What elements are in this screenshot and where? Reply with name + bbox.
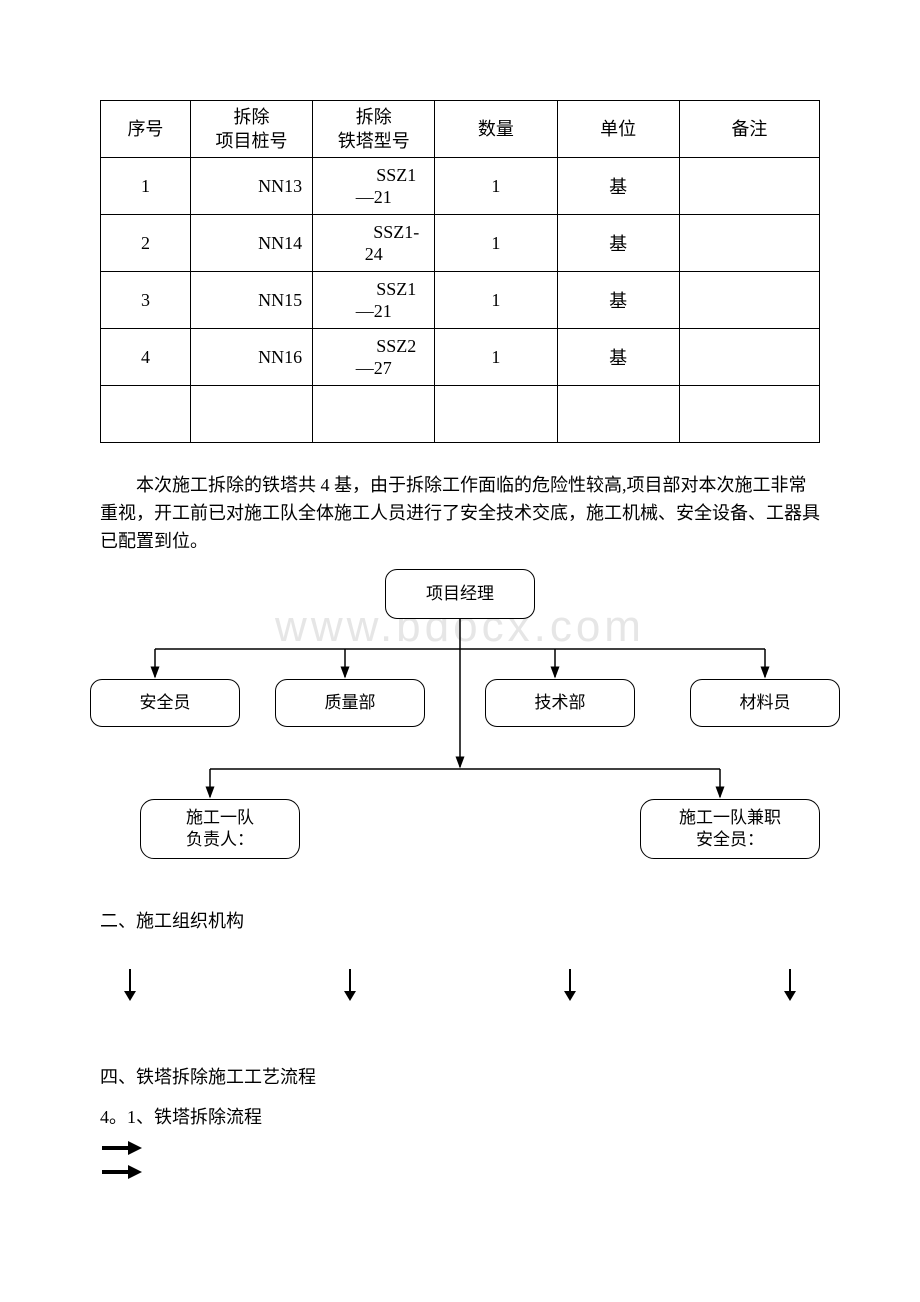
org-node-label: 技术部 [535, 692, 586, 714]
table-cell: NN14 [190, 215, 312, 272]
table-row: 1NN13SSZ1—211基 [101, 158, 820, 215]
table-row: 2NN14SSZ1-241基 [101, 215, 820, 272]
org-node-row2-1: 质量部 [275, 679, 425, 727]
arrow-down-icon [780, 969, 800, 1003]
table-cell: 1 [435, 329, 557, 386]
table-cell: SSZ1—21 [313, 272, 435, 329]
table-row: 3NN15SSZ1—211基 [101, 272, 820, 329]
table-cell: 1 [101, 158, 191, 215]
arrow-down-icon [120, 969, 140, 1003]
table-cell: NN16 [190, 329, 312, 386]
table-body: 1NN13SSZ1—211基2NN14SSZ1-241基3NN15SSZ1—21… [101, 158, 820, 443]
table-cell [679, 158, 819, 215]
table-header-cell: 数量 [435, 101, 557, 158]
org-chart: 项目经理 安全员 质量部 技术部 材料员 施工一队 负责人： 施工一队兼职 安全… [100, 569, 820, 879]
org-node-row2-0: 安全员 [90, 679, 240, 727]
table-cell: NN13 [190, 158, 312, 215]
table-cell: 1 [435, 215, 557, 272]
table-cell: 1 [435, 158, 557, 215]
table-cell: SSZ1—21 [313, 158, 435, 215]
org-node-label: 安全员 [140, 692, 191, 714]
right-arrows-block [100, 1139, 820, 1181]
table-cell: 3 [101, 272, 191, 329]
intro-paragraph: 本次施工拆除的铁塔共 4 基，由于拆除工作面临的危险性较高,项目部对本次施工非常… [100, 471, 820, 555]
table-cell [679, 386, 819, 443]
table-header-cell: 序号 [101, 101, 191, 158]
table-header-row: 序号拆除项目桩号拆除铁塔型号数量单位备注 [101, 101, 820, 158]
table-cell [435, 386, 557, 443]
section4-heading: 四、铁塔拆除施工工艺流程 [100, 1063, 820, 1089]
table-cell [679, 272, 819, 329]
table-cell: 4 [101, 329, 191, 386]
table-cell: 1 [435, 272, 557, 329]
table-row-empty [101, 386, 820, 443]
org-node-row3-left: 施工一队 负责人： [140, 799, 300, 859]
table-cell [557, 386, 679, 443]
org-node-label: 施工一队 负责人： [186, 807, 254, 851]
org-node-top: 项目经理 [385, 569, 535, 619]
table-cell: 基 [557, 272, 679, 329]
org-node-row2-3: 材料员 [690, 679, 840, 727]
org-node-label: 施工一队兼职 安全员： [679, 807, 781, 851]
table-cell: 基 [557, 158, 679, 215]
table-cell [190, 386, 312, 443]
table-header-cell: 拆除铁塔型号 [313, 101, 435, 158]
arrow-right-icon [100, 1139, 144, 1157]
table-cell: NN15 [190, 272, 312, 329]
table-header-cell: 备注 [679, 101, 819, 158]
arrow-down-icon [340, 969, 360, 1003]
section4-1-heading: 4。1、铁塔拆除流程 [100, 1103, 820, 1129]
org-node-label: 质量部 [325, 692, 376, 714]
down-arrows-row [100, 969, 820, 1003]
table-header-cell: 单位 [557, 101, 679, 158]
table-cell [313, 386, 435, 443]
table-cell: 2 [101, 215, 191, 272]
org-node-row2-2: 技术部 [485, 679, 635, 727]
arrow-down-icon [560, 969, 580, 1003]
org-node-label: 材料员 [740, 692, 791, 714]
arrow-right-icon [100, 1163, 144, 1181]
table-cell [679, 215, 819, 272]
table-cell: 基 [557, 215, 679, 272]
table-header-cell: 拆除项目桩号 [190, 101, 312, 158]
org-node-row3-right: 施工一队兼职 安全员： [640, 799, 820, 859]
table-cell: 基 [557, 329, 679, 386]
table-cell [679, 329, 819, 386]
table-cell: SSZ1-24 [313, 215, 435, 272]
table-cell: SSZ2—27 [313, 329, 435, 386]
org-node-top-label: 项目经理 [426, 583, 494, 605]
table-cell [101, 386, 191, 443]
table-row: 4NN16SSZ2—271基 [101, 329, 820, 386]
section2-heading: 二、施工组织机构 [100, 907, 820, 933]
demolition-table: 序号拆除项目桩号拆除铁塔型号数量单位备注 1NN13SSZ1—211基2NN14… [100, 100, 820, 443]
